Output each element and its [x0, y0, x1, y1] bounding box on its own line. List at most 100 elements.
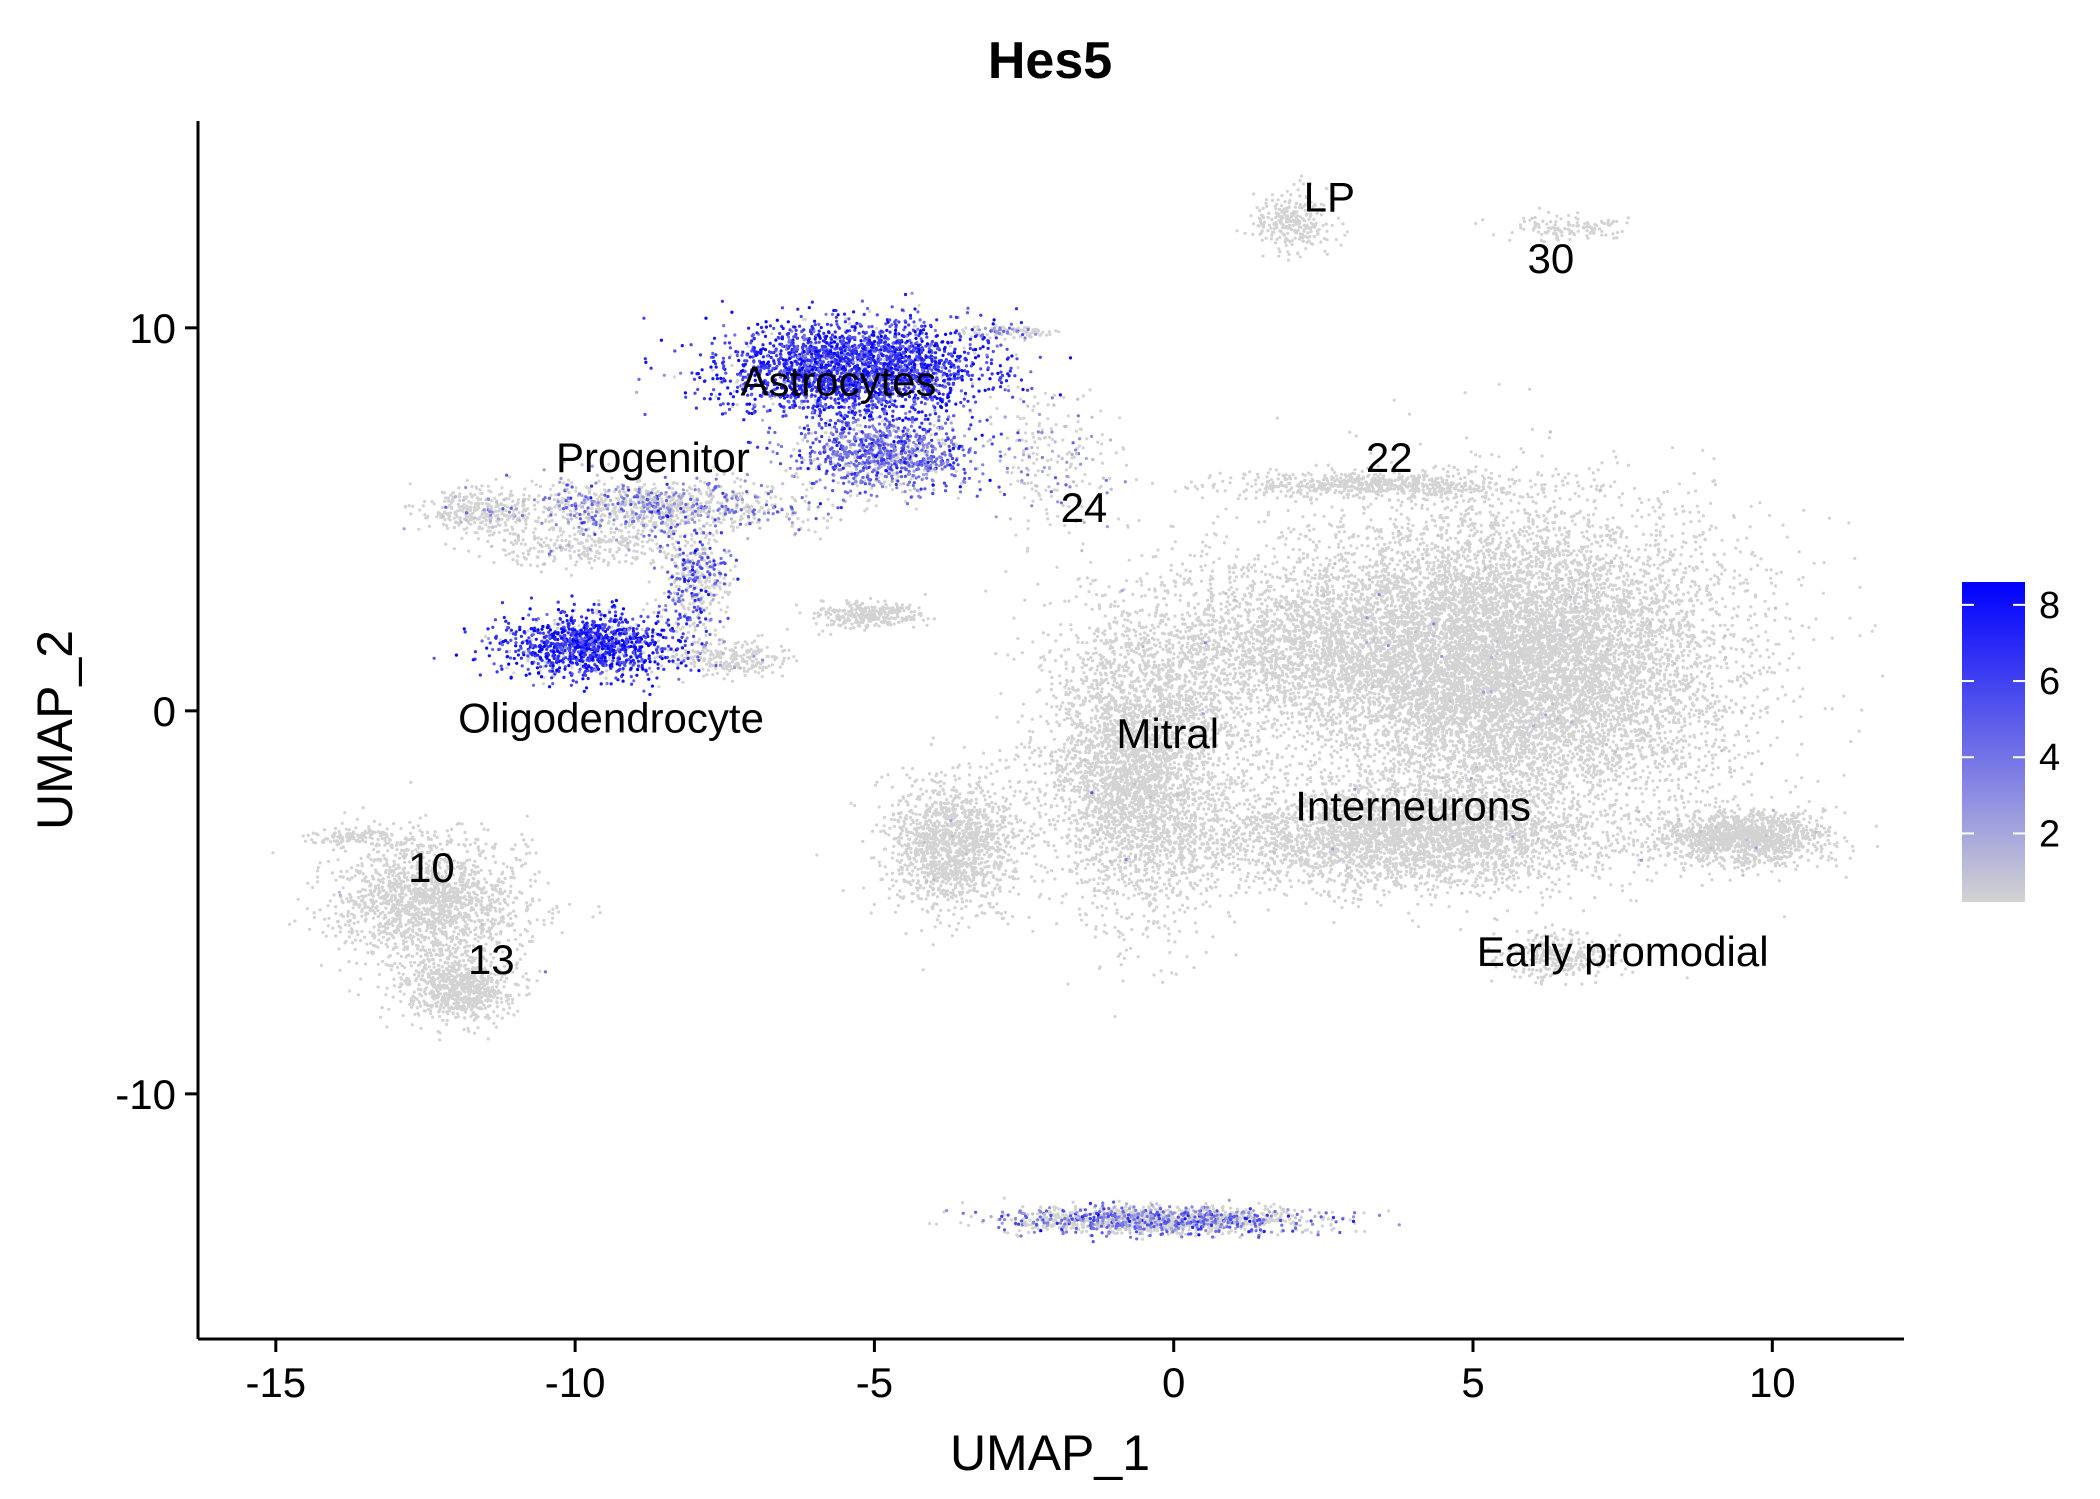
- cell-point: [1277, 472, 1281, 476]
- cell-point: [1123, 854, 1127, 858]
- cell-point: [457, 495, 462, 499]
- cell-point: [672, 375, 677, 379]
- cell-point: [1153, 835, 1157, 840]
- cell-point: [449, 493, 453, 497]
- cell-point: [1185, 774, 1189, 779]
- cell-point: [1292, 210, 1296, 214]
- cell-point: [497, 509, 501, 513]
- cell-point: [1270, 230, 1274, 234]
- cell-point: [867, 498, 871, 502]
- cell-point: [570, 544, 575, 549]
- cell-point: [1472, 489, 1476, 493]
- cell-point: [976, 325, 980, 329]
- cell-point: [648, 547, 652, 551]
- cell-point: [1183, 834, 1187, 838]
- cell-point: [932, 617, 937, 621]
- cell-point: [906, 607, 910, 611]
- cell-point: [645, 515, 649, 519]
- cell-point: [560, 538, 564, 543]
- cell-point: [1461, 485, 1465, 489]
- cell-point: [1309, 473, 1313, 477]
- cell-point: [522, 493, 526, 497]
- cell-point: [528, 563, 533, 567]
- cell-point: [917, 388, 922, 392]
- cell-point: [490, 499, 494, 503]
- cell-point: [674, 584, 678, 589]
- cell-point: [743, 673, 747, 678]
- cell-point: [1090, 708, 1094, 712]
- cell-point: [607, 655, 612, 660]
- cell-point: [1163, 809, 1167, 813]
- cell-point: [641, 544, 645, 549]
- cell-point: [1625, 221, 1629, 225]
- cell-point: [1042, 436, 1046, 440]
- cell-point: [697, 580, 701, 584]
- cell-point: [741, 491, 745, 495]
- cell-point: [701, 667, 705, 671]
- cell-point: [1006, 384, 1011, 388]
- cell-point: [1016, 366, 1020, 370]
- cell-point: [1109, 714, 1113, 718]
- cell-point: [1024, 792, 1029, 796]
- cell-point: [1360, 469, 1364, 473]
- cell-point: [468, 515, 472, 519]
- cell-point: [1301, 239, 1305, 243]
- cell-point: [1078, 913, 1082, 917]
- cell-point: [1193, 881, 1197, 886]
- cell-point: [1130, 880, 1134, 884]
- cell-point: [850, 622, 854, 626]
- cell-point: [1555, 214, 1559, 218]
- cell-point: [881, 419, 885, 423]
- cell-point: [473, 521, 477, 525]
- cell-point: [617, 498, 621, 502]
- cell-point: [1243, 231, 1247, 235]
- cell-point: [917, 303, 921, 308]
- cell-point: [688, 602, 692, 606]
- cell-point: [458, 516, 462, 520]
- cell-point: [1167, 861, 1171, 865]
- cell-point: [825, 526, 829, 530]
- cell-point: [812, 611, 817, 616]
- cell-point: [447, 499, 451, 503]
- cell-point: [750, 641, 754, 645]
- cell-point: [1358, 496, 1362, 500]
- cell-point: [1380, 494, 1384, 498]
- cell-point: [1282, 474, 1287, 479]
- cell-point: [750, 665, 754, 670]
- cell-point: [1489, 471, 1493, 475]
- cell-point: [1547, 210, 1551, 214]
- cell-point: [988, 336, 992, 340]
- cell-point: [1274, 468, 1278, 472]
- cell-point: [1380, 486, 1384, 490]
- cell-point: [552, 559, 556, 563]
- cell-point: [1474, 221, 1478, 226]
- cell-point: [568, 554, 572, 558]
- cell-point: [1033, 780, 1037, 785]
- cell-point: [758, 508, 762, 512]
- cell-point: [607, 515, 611, 520]
- cell-point: [655, 542, 659, 546]
- cell-point: [588, 534, 592, 539]
- cell-point: [855, 611, 859, 615]
- cell-point: [568, 534, 572, 538]
- cell-point: [687, 485, 692, 489]
- cell-point: [711, 533, 715, 537]
- cell-point: [1023, 496, 1027, 500]
- cell-point: [1089, 560, 1093, 564]
- cell-point: [1036, 446, 1040, 450]
- cell-point: [1219, 808, 1223, 812]
- cell-point: [1069, 463, 1073, 467]
- cell-point: [1189, 480, 1193, 484]
- cell-point: [883, 599, 887, 603]
- cell-point: [1611, 219, 1616, 224]
- cell-point: [553, 513, 558, 517]
- cell-point: [829, 632, 833, 637]
- cell-point: [1055, 460, 1059, 464]
- cell-point: [843, 626, 848, 630]
- cell-point: [1346, 489, 1350, 493]
- cell-point: [673, 519, 677, 523]
- cell-point: [1311, 242, 1315, 246]
- cell-point: [1288, 226, 1293, 230]
- cell-point: [1502, 486, 1506, 490]
- cell-point: [532, 530, 536, 535]
